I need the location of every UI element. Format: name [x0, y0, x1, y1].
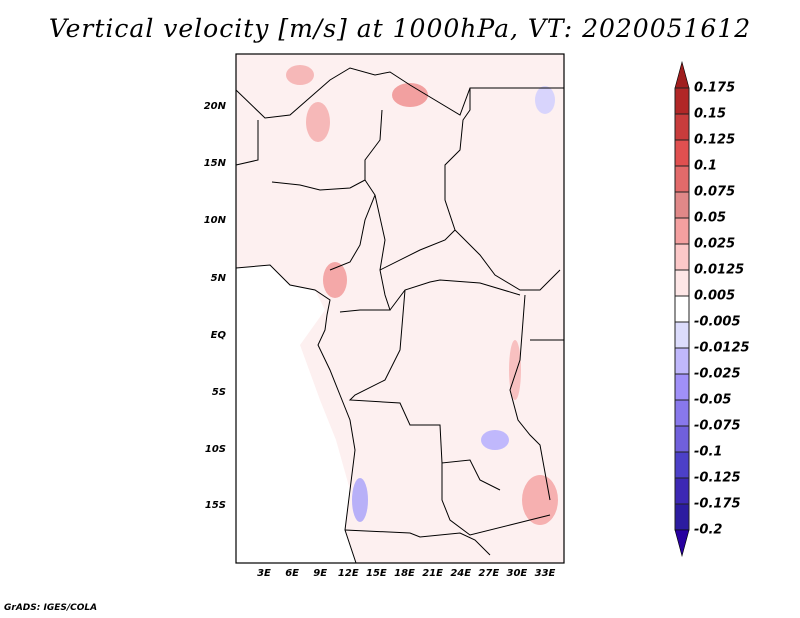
colorbar-box [674, 503, 690, 531]
border [389, 279, 521, 311]
map-frame [235, 53, 565, 564]
lat-tick-label: 5N [210, 273, 226, 284]
lon-tick-label: 12E [337, 568, 359, 579]
country-borders [235, 67, 564, 564]
positive-anomaly [509, 340, 521, 400]
land-area [236, 54, 564, 563]
lat-tick-label: 15S [204, 500, 226, 511]
colorbar-box [674, 295, 690, 323]
border [344, 529, 491, 556]
lon-tick-label: 6E [285, 568, 299, 579]
colorbar-box [674, 113, 690, 141]
colorbar-box [674, 243, 690, 271]
colorbar-box [674, 321, 690, 349]
negative-anomaly [535, 86, 555, 114]
positive-anomaly [306, 102, 330, 142]
lon-tick-label: 33E [534, 568, 556, 579]
negative-anomaly [481, 430, 509, 450]
border [235, 120, 259, 166]
colorbar-label: 0.15 [694, 106, 727, 122]
grads-credit: GrADS: IGES/COLA [4, 603, 98, 613]
border [339, 194, 391, 313]
positive-anomaly [522, 475, 558, 525]
colorbar-box [674, 373, 690, 401]
lon-tick-label: 24E [450, 568, 472, 579]
lon-tick-label: 27E [478, 568, 500, 579]
lon-tick-label: 9E [313, 568, 328, 579]
colorbar-label: 0.175 [694, 80, 736, 96]
land-field-shading [236, 54, 564, 563]
lon-tick-label: 3E [257, 568, 271, 579]
colorbar-label: -0.175 [694, 496, 741, 512]
colorbar-label: 0.1 [694, 158, 718, 174]
colorbar-label: 0.125 [694, 132, 736, 148]
colorbar-label: -0.005 [694, 314, 741, 330]
colorbar-label: 0.075 [694, 184, 736, 200]
map-title: Vertical velocity [m/s] at 1000hPa, VT: … [48, 14, 752, 43]
border [441, 463, 551, 536]
lat-tick-label: 10S [204, 444, 226, 455]
negative-anomaly [352, 478, 368, 522]
colorbar-label: 0.0125 [694, 262, 745, 278]
lon-tick-label: 15E [366, 568, 387, 579]
colorbar-box [674, 425, 690, 453]
colorbar-box [674, 269, 690, 297]
colorbar-label: -0.075 [694, 418, 741, 434]
colorbar-label: -0.125 [694, 470, 741, 486]
colorbar-label: 0.005 [694, 288, 736, 304]
colorbar-label: -0.2 [694, 522, 723, 538]
positive-anomaly [323, 262, 347, 298]
border [379, 229, 456, 271]
colorbar-box [674, 87, 690, 115]
positive-anomaly [286, 65, 314, 85]
colorbar-label: -0.025 [694, 366, 741, 382]
colorbar-label: 0.025 [694, 236, 736, 252]
lat-tick-label: 15N [203, 158, 226, 169]
border [271, 179, 366, 191]
colorbar-label: -0.05 [694, 392, 732, 408]
colorbar-box [674, 451, 690, 479]
border [348, 289, 501, 491]
colorbar-box [674, 139, 690, 167]
colorbar-box [674, 191, 690, 219]
colorbar-label: -0.0125 [694, 340, 750, 356]
lon-tick-label: 18E [394, 568, 415, 579]
border [235, 67, 564, 119]
colorbar-box [674, 477, 690, 505]
lon-tick-label: 21E [422, 568, 443, 579]
colorbar [674, 60, 690, 558]
lon-tick-label: 30E [506, 568, 528, 579]
colorbar-box [674, 217, 690, 245]
colorbar-box [674, 399, 690, 427]
colorbar-box [674, 165, 690, 193]
coastline [235, 264, 357, 564]
colorbar-box [674, 347, 690, 375]
colorbar-label: -0.1 [694, 444, 723, 460]
positive-anomaly [392, 83, 428, 107]
colorbar-bottom-arrow [674, 529, 690, 558]
lat-tick-label: 20N [203, 101, 226, 112]
lat-tick-label: EQ [210, 330, 226, 341]
colorbar-top-arrow [674, 60, 690, 89]
border [444, 88, 561, 291]
lat-tick-label: 5S [211, 387, 226, 398]
colorbar-label: 0.05 [694, 210, 727, 226]
lat-tick-label: 10N [203, 215, 226, 226]
border [509, 294, 551, 501]
